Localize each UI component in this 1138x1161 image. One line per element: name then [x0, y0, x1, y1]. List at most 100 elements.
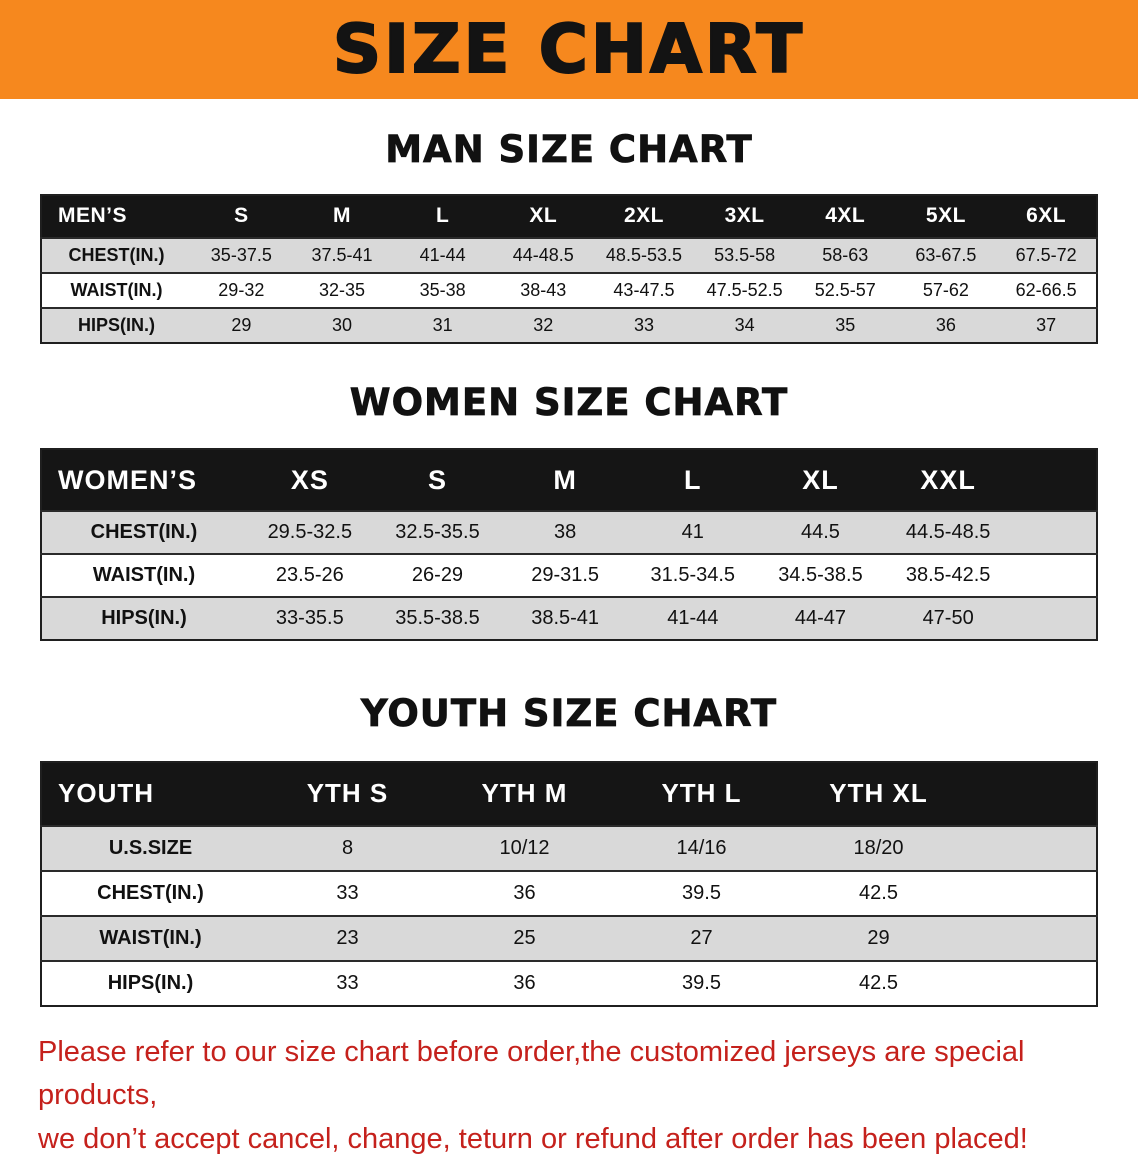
- size-value: 67.5-72: [1015, 244, 1077, 265]
- size-value: 26-29: [411, 564, 464, 587]
- size-column-header: S: [191, 194, 292, 238]
- size-value: 30: [331, 314, 352, 335]
- women-section-heading: WOMEN SIZE CHART: [349, 380, 789, 424]
- spacer-cell: [1012, 597, 1097, 640]
- size-value: 38-43: [520, 279, 567, 300]
- size-value: 35: [835, 314, 856, 335]
- size-column-header: S: [373, 449, 502, 512]
- table-title-cell: YOUTH: [41, 761, 259, 826]
- size-value: 42.5: [859, 881, 898, 904]
- size-column-header: 3XL: [694, 194, 795, 238]
- size-value: 47.5-52.5: [706, 279, 783, 300]
- size-value: 35.5-38.5: [395, 607, 480, 630]
- size-value: 53.5-58: [714, 244, 776, 265]
- size-value: 33: [336, 971, 359, 994]
- spacer-cell: [967, 961, 1097, 1006]
- size-value: 34.5-38.5: [778, 564, 863, 587]
- size-column-header: YTH M: [436, 761, 613, 826]
- size-column-header: L: [392, 194, 493, 238]
- spacer-cell: [967, 761, 1097, 826]
- spacer-cell: [967, 916, 1097, 961]
- size-column-header: YTH S: [259, 761, 436, 826]
- men-size-table: MEN’S S M L XL 2XL 3XL 4XL 5XL 6XL CHEST(IN.) 35-37…: [40, 193, 1098, 344]
- table-row: CHEST(IN.) 33 36 39.5 42.5: [41, 870, 1097, 916]
- row-label: HIPS(IN.): [101, 607, 187, 630]
- size-value: 32-35: [318, 279, 365, 300]
- size-value: 18/20: [853, 836, 904, 859]
- women-size-section: WOMEN SIZE CHART WOMEN’S XS S M L XL XXL CHEST(…: [0, 380, 1138, 642]
- row-label: WAIST(IN.): [99, 926, 202, 949]
- size-value: 31: [432, 314, 453, 335]
- size-column-header: L: [628, 449, 757, 512]
- size-value: 44-48.5: [512, 244, 574, 265]
- size-column-header: M: [291, 194, 393, 238]
- size-value: 35-38: [419, 279, 466, 300]
- table-row: WAIST(IN.) 29-32 32-35 35-38 38-43 43-47.5 47.…: [41, 272, 1097, 308]
- size-value: 39.5: [682, 881, 721, 904]
- size-column-header: 6XL: [996, 194, 1097, 238]
- disclaimer-note: Please refer to our size chart before or…: [38, 1031, 1100, 1161]
- size-value: 14/16: [676, 836, 727, 859]
- size-value: 38: [554, 521, 577, 544]
- spacer-cell: [967, 826, 1097, 871]
- size-value: 38.5-41: [531, 607, 600, 630]
- youth-size-section: YOUTH SIZE CHART YOUTH YTH S YTH M YTH L YTH…: [0, 692, 1138, 1007]
- size-column-header: XXL: [884, 449, 1012, 512]
- size-value: 41-44: [419, 244, 466, 265]
- size-value: 44-47: [794, 607, 847, 630]
- size-value: 35-37.5: [210, 244, 272, 265]
- size-value: 29: [867, 926, 890, 949]
- spacer-cell: [1012, 554, 1097, 597]
- table-row: CHEST(IN.) 29.5-32.5 32.5-35.5 38 41 44.5 44.5…: [41, 511, 1097, 555]
- banner: SIZE CHART: [0, 0, 1138, 99]
- table-row: WAIST(IN.) 23 25 27 29: [41, 915, 1097, 961]
- size-value: 33: [336, 881, 359, 904]
- row-label: HIPS(IN.): [107, 971, 194, 994]
- size-column-header: 4XL: [794, 194, 896, 238]
- row-label: CHEST(IN.): [68, 244, 165, 265]
- size-value: 41: [681, 521, 704, 544]
- page-title: SIZE CHART: [332, 10, 806, 88]
- size-column-header: 5XL: [895, 194, 997, 238]
- table-title-cell: WOMEN’S: [41, 449, 246, 512]
- size-value: 36: [513, 881, 536, 904]
- size-value: 37: [1036, 314, 1057, 335]
- men-section-heading: MAN SIZE CHART: [385, 128, 753, 171]
- table-row: HIPS(IN.) 33-35.5 35.5-38.5 38.5-41 41-44 44-…: [41, 597, 1097, 641]
- size-value: 32: [533, 314, 554, 335]
- men-size-section: MAN SIZE CHART MEN’S S M L XL 2XL 3XL 4XL 5XL 6XL…: [0, 128, 1138, 344]
- size-value: 57-62: [922, 279, 969, 300]
- size-value: 33: [633, 314, 654, 335]
- size-value: 29.5-32.5: [267, 521, 353, 544]
- size-value: 38.5-42.5: [905, 564, 991, 587]
- size-value: 36: [513, 971, 536, 994]
- size-value: 43-47.5: [613, 279, 675, 300]
- size-value: 39.5: [682, 971, 721, 994]
- header-row: YOUTH YTH S YTH M YTH L YTH XL: [41, 761, 1097, 826]
- row-label: WAIST(IN.): [92, 564, 196, 587]
- size-value: 29-32: [218, 279, 265, 300]
- table-row: WAIST(IN.) 23.5-26 26-29 29-31.5 31.5-34.5 34…: [41, 554, 1097, 598]
- size-value: 47-50: [922, 607, 974, 630]
- disclaimer-line-2: we don’t accept cancel, change, teturn o…: [38, 1122, 1028, 1155]
- size-column-header: XL: [756, 449, 885, 512]
- row-label: CHEST(IN.): [97, 881, 204, 904]
- size-value: 31.5-34.5: [650, 564, 736, 587]
- size-column-header: YTH XL: [790, 761, 967, 826]
- size-value: 8: [341, 836, 354, 859]
- size-charts: MAN SIZE CHART MEN’S S M L XL 2XL 3XL 4XL 5XL 6XL…: [0, 128, 1138, 1007]
- spacer-cell: [1012, 449, 1097, 512]
- row-label: HIPS(IN.): [77, 314, 155, 335]
- size-value: 23: [336, 926, 359, 949]
- spacer-cell: [1012, 511, 1097, 554]
- size-column-header: XL: [492, 194, 594, 238]
- row-label: U.S.SIZE: [108, 836, 193, 859]
- size-value: 41-44: [667, 607, 719, 630]
- size-column-header: XS: [246, 449, 374, 512]
- header-row: MEN’S S M L XL 2XL 3XL 4XL 5XL 6XL: [41, 194, 1097, 238]
- size-value: 44.5: [800, 521, 840, 544]
- table-row: CHEST(IN.) 35-37.5 37.5-41 41-44 44-48.5 48.5…: [41, 237, 1097, 273]
- header-row: WOMEN’S XS S M L XL XXL: [41, 449, 1097, 512]
- youth-size-table: YOUTH YTH S YTH M YTH L YTH XL U.S.SIZE 8 10/12…: [40, 760, 1098, 1007]
- size-value: 23.5-26: [275, 564, 344, 587]
